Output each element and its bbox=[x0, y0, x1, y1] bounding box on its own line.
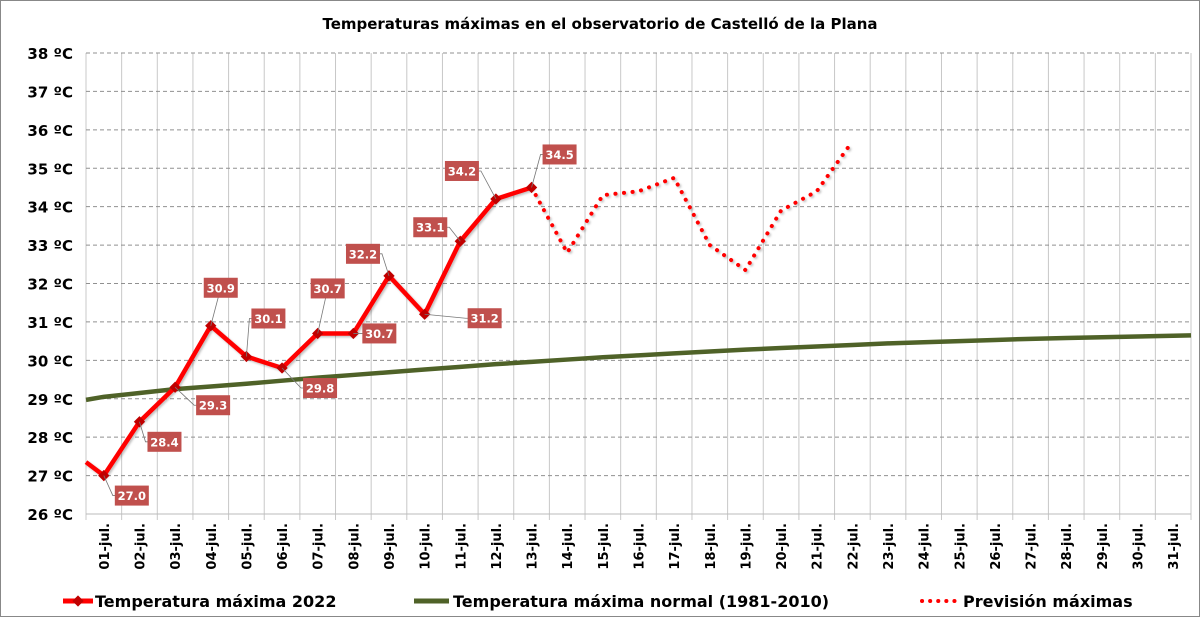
x-tick-label: 13-jul. bbox=[526, 523, 541, 570]
data-label: 30.9 bbox=[207, 281, 235, 295]
y-tick-label: 28 ºC bbox=[27, 429, 73, 447]
y-tick-label: 26 ºC bbox=[27, 506, 73, 524]
legend-label: Previsión máximas bbox=[963, 592, 1133, 611]
data-label-box bbox=[303, 378, 338, 399]
y-tick-label: 31 ºC bbox=[27, 314, 73, 332]
legend-diamond-marker bbox=[72, 595, 84, 607]
y-tick-label: 29 ºC bbox=[27, 391, 73, 409]
data-label: 34.2 bbox=[448, 164, 476, 178]
x-tick-label: 23-jul. bbox=[882, 523, 897, 570]
y-tick-label: 34 ºC bbox=[27, 199, 73, 217]
legend-item-2022: Temperatura máxima 2022 bbox=[63, 592, 336, 611]
temperature-2022-line bbox=[84, 185, 533, 478]
data-label: 31.2 bbox=[470, 312, 498, 326]
x-tick-label: 05-jul. bbox=[240, 523, 255, 570]
chart-title: Temperaturas máximas en el observatorio … bbox=[322, 15, 877, 33]
legend-label: Temperatura máxima normal (1981-2010) bbox=[453, 592, 829, 611]
y-tick-label: 32 ºC bbox=[27, 276, 73, 294]
x-tick-label: 24-jul. bbox=[918, 523, 933, 570]
x-tick-label: 09-jul. bbox=[383, 523, 398, 570]
x-tick-label: 17-jul. bbox=[668, 523, 683, 570]
data-label-box bbox=[467, 308, 502, 329]
data-label: 34.5 bbox=[545, 148, 573, 162]
data-label-box bbox=[362, 323, 397, 344]
x-tick-label: 21-jul. bbox=[811, 523, 826, 570]
data-label: 30.1 bbox=[254, 312, 282, 326]
x-tick-label: 27-jul. bbox=[1025, 523, 1040, 570]
y-tick-label: 30 ºC bbox=[27, 352, 73, 370]
x-tick-label: 18-jul. bbox=[704, 523, 719, 570]
legend: Temperatura máxima 2022 Temperatura máxi… bbox=[63, 592, 1133, 611]
y-tick-label: 33 ºC bbox=[27, 237, 73, 255]
data-label: 27.0 bbox=[118, 489, 146, 503]
data-label-box bbox=[413, 217, 448, 238]
x-tick-label: 16-jul. bbox=[633, 523, 648, 570]
legend-label: Temperatura máxima 2022 bbox=[95, 592, 336, 611]
data-label-box bbox=[203, 277, 238, 298]
x-tick-label: 31-jul. bbox=[1167, 523, 1182, 570]
data-label-box bbox=[147, 431, 182, 452]
x-tick-label: 04-jul. bbox=[205, 523, 220, 570]
x-tick-label: 02-jul. bbox=[133, 523, 148, 570]
x-tick-label: 11-jul. bbox=[454, 523, 469, 570]
x-tick-label: 20-jul. bbox=[775, 523, 790, 570]
data-label: 28.4 bbox=[150, 435, 178, 449]
y-tick-label: 27 ºC bbox=[27, 468, 73, 486]
y-tick-label: 37 ºC bbox=[27, 83, 73, 101]
data-label: 33.1 bbox=[416, 221, 444, 235]
y-tick-label: 38 ºC bbox=[27, 45, 73, 63]
x-tick-label: 15-jul. bbox=[597, 523, 612, 570]
data-label-box bbox=[251, 308, 286, 329]
x-tick-label: 03-jul. bbox=[169, 523, 184, 570]
legend-item-normal: Temperatura máxima normal (1981-2010) bbox=[414, 592, 829, 611]
data-label: 29.3 bbox=[199, 399, 227, 413]
x-tick-label: 26-jul. bbox=[989, 523, 1004, 570]
x-tick-label: 19-jul. bbox=[739, 523, 754, 570]
y-tick-label: 35 ºC bbox=[27, 160, 73, 178]
x-tick-label: 06-jul. bbox=[276, 523, 291, 570]
x-tick-label: 07-jul. bbox=[312, 523, 327, 570]
data-label: 30.7 bbox=[365, 327, 393, 341]
data-label: 32.2 bbox=[349, 247, 377, 261]
data-label-box bbox=[542, 144, 577, 165]
x-tick-label: 08-jul. bbox=[347, 523, 362, 570]
x-tick-label: 10-jul. bbox=[419, 523, 434, 570]
x-tick-label: 29-jul. bbox=[1096, 523, 1111, 570]
x-tick-label: 14-jul. bbox=[561, 523, 576, 570]
x-tick-label: 12-jul. bbox=[490, 523, 505, 570]
x-tick-label: 30-jul. bbox=[1132, 523, 1147, 570]
data-label: 30.7 bbox=[314, 282, 342, 296]
y-tick-label: 36 ºC bbox=[27, 122, 73, 140]
x-tick-label: 25-jul. bbox=[953, 523, 968, 570]
x-tick-label: 22-jul. bbox=[846, 523, 861, 570]
x-tick-label: 28-jul. bbox=[1060, 523, 1075, 570]
normal-temperature-line bbox=[85, 333, 1192, 403]
data-label-box bbox=[310, 278, 345, 299]
x-tick-label: 01-jul. bbox=[98, 523, 113, 570]
data-label-box bbox=[114, 485, 149, 506]
data-label-box bbox=[444, 160, 479, 181]
data-label: 29.8 bbox=[306, 382, 334, 396]
legend-item-forecast: Previsión máximas bbox=[920, 592, 1133, 611]
data-label-box bbox=[196, 395, 231, 416]
data-label-box bbox=[345, 243, 380, 264]
